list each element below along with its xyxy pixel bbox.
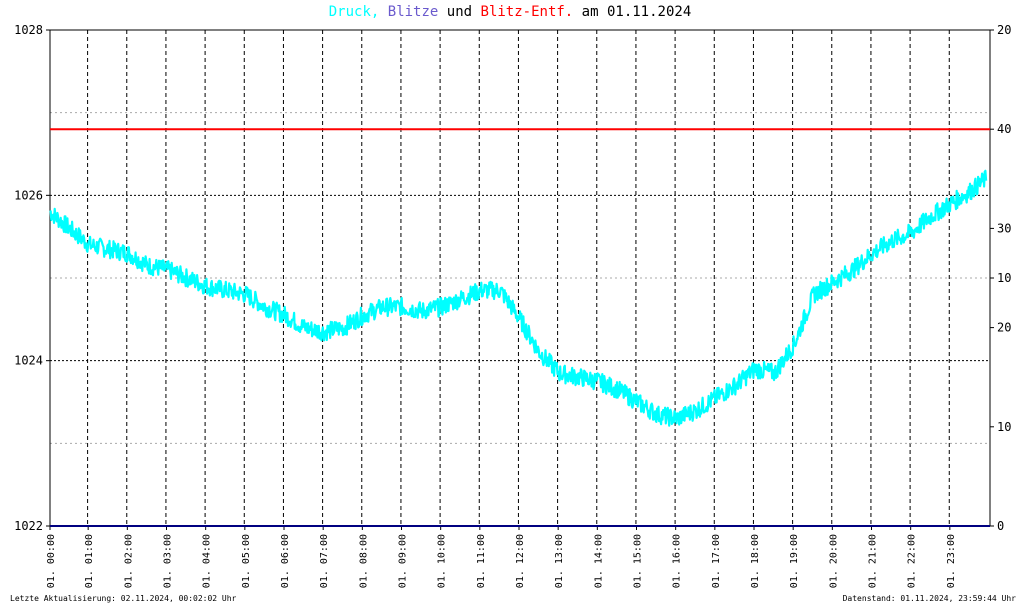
x-tick-label: 01. 08:00 xyxy=(358,534,369,588)
y-tick-label-left: 1028 xyxy=(14,23,43,37)
y-tick-label-right: 10 xyxy=(997,271,1011,285)
chart-title: Druck, Blitze und Blitz-Entf. am 01.11.2… xyxy=(0,4,1020,20)
x-tick-label: 01. 15:00 xyxy=(633,534,644,588)
footer-last-update: Letzte Aktualisierung: 02.11.2024, 00:02… xyxy=(10,594,237,603)
x-tick-label: 01. 14:00 xyxy=(593,534,604,588)
x-tick-label: 01. 00:00 xyxy=(46,534,57,588)
x-tick-label: 01. 04:00 xyxy=(202,534,213,588)
x-tick-label: 01. 23:00 xyxy=(946,534,957,588)
y-tick-label-left: 1024 xyxy=(14,354,43,368)
title-strikes: Blitze xyxy=(387,4,439,20)
title-date: am 01.11.2024 xyxy=(581,4,692,20)
x-tick-label: 01. 05:00 xyxy=(241,534,252,588)
x-tick-label: 01. 17:00 xyxy=(711,534,722,588)
x-tick-label: 01. 10:00 xyxy=(437,534,448,588)
y-tick-label-right: 20 xyxy=(997,321,1011,335)
footer-data-status: Datenstand: 01.11.2024, 23:59:44 Uhr xyxy=(842,594,1016,603)
x-tick-label: 01. 06:00 xyxy=(280,534,291,588)
x-tick-label: 01. 19:00 xyxy=(789,534,800,588)
series-pressure-line xyxy=(49,169,988,427)
x-tick-label: 01. 01:00 xyxy=(84,534,95,588)
y-tick-label-right: 10 xyxy=(997,420,1011,434)
x-tick-label: 01. 13:00 xyxy=(554,534,565,588)
x-tick-label: 01. 21:00 xyxy=(868,534,879,588)
x-tick-label: 01. 18:00 xyxy=(750,534,761,588)
y-tick-label-left: 1022 xyxy=(14,519,43,533)
y-tick-label-right: 0 xyxy=(997,519,1004,533)
x-tick-label: 01. 02:00 xyxy=(123,534,134,588)
y-tick-label-left: 1026 xyxy=(14,188,43,202)
title-and: und xyxy=(446,4,473,20)
x-tick-label: 01. 22:00 xyxy=(907,534,918,588)
x-tick-label: 01. 12:00 xyxy=(515,534,526,588)
x-tick-label: 01. 03:00 xyxy=(163,534,174,588)
x-tick-label: 01. 07:00 xyxy=(319,534,330,588)
y-tick-label-right: 40 xyxy=(997,122,1011,136)
x-tick-label: 01. 09:00 xyxy=(398,534,409,588)
title-pressure: Druck, xyxy=(328,4,380,20)
y-tick-label-right: 30 xyxy=(997,221,1011,235)
x-tick-label: 01. 20:00 xyxy=(828,534,839,588)
x-tick-label: 01. 11:00 xyxy=(476,534,487,588)
title-distance: Blitz-Entf. xyxy=(480,4,574,20)
y-tick-label-right: 20 xyxy=(997,23,1011,37)
x-tick-label: 01. 16:00 xyxy=(672,534,683,588)
